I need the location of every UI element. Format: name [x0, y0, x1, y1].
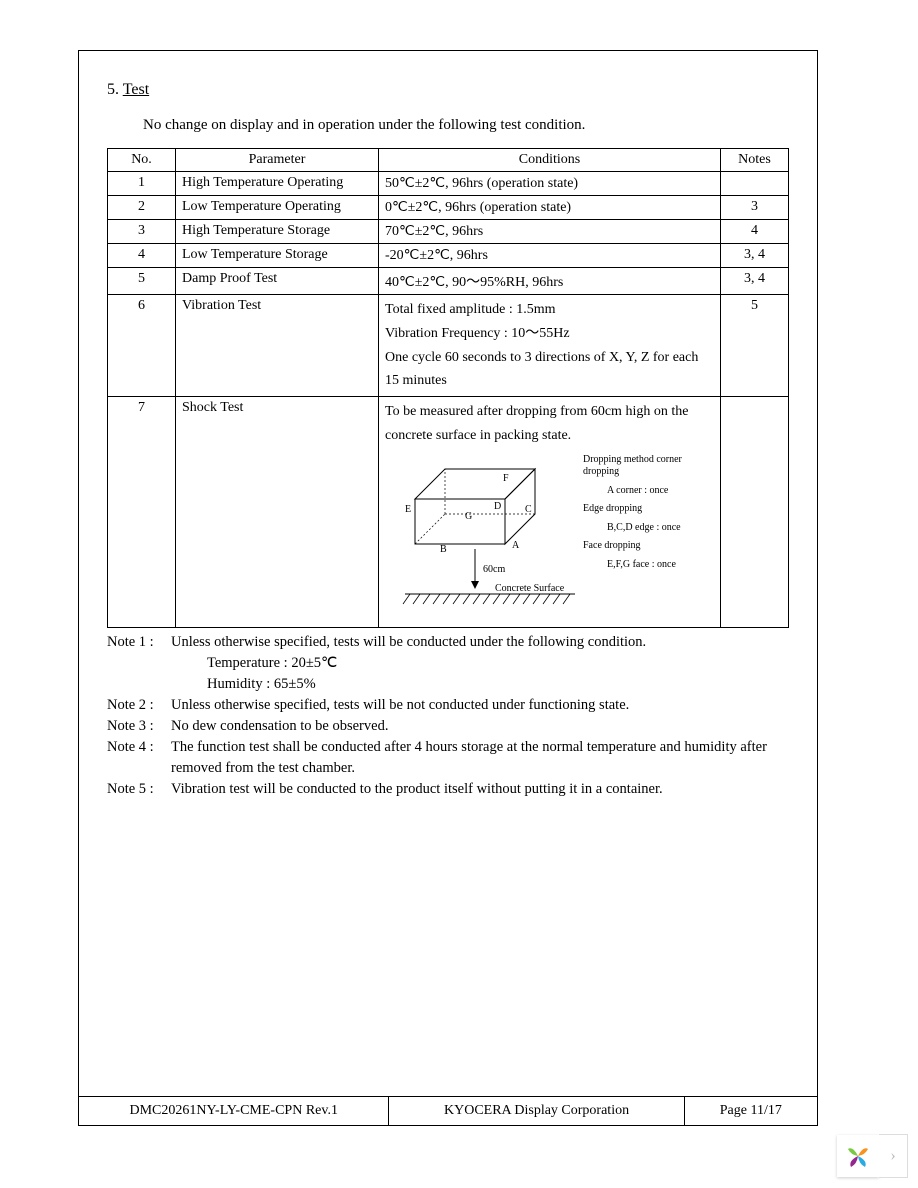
cell-no: 6: [108, 295, 176, 397]
note-1-temp: Temperature : 20±5℃: [207, 653, 789, 674]
viewer-next-button[interactable]: ›: [879, 1134, 908, 1178]
shock-diagram: A B C D E F G 60cm: [385, 454, 714, 624]
cell-notes: [721, 172, 789, 196]
note-2: Note 2 : Unless otherwise specified, tes…: [107, 695, 789, 716]
cell-no: 2: [108, 196, 176, 220]
note-2-text: Unless otherwise specified, tests will b…: [171, 695, 629, 716]
table-row: 1 High Temperature Operating 50℃±2℃, 96h…: [108, 172, 789, 196]
vib-line1: Total fixed amplitude : 1.5mm: [385, 298, 714, 322]
box-label-d: D: [494, 501, 501, 512]
note-4-label: Note 4 :: [107, 737, 171, 779]
drop-face-title: Face dropping: [583, 540, 714, 553]
section-heading: 5. Test: [107, 81, 789, 99]
section-title-text: Test: [123, 81, 149, 98]
footer-right: Page 11/17: [684, 1097, 817, 1126]
note-5-label: Note 5 :: [107, 779, 171, 800]
footer-center: KYOCERA Display Corporation: [389, 1097, 684, 1126]
test-conditions-table: No. Parameter Conditions Notes 1 High Te…: [107, 148, 789, 628]
cell-cond: 0℃±2℃, 96hrs (operation state): [379, 196, 721, 220]
cell-no: 3: [108, 220, 176, 244]
drop-method-title: Dropping method corner dropping: [583, 454, 714, 479]
table-row: 2 Low Temperature Operating 0℃±2℃, 96hrs…: [108, 196, 789, 220]
header-no: No.: [108, 149, 176, 172]
note-3: Note 3 : No dew condensation to be obser…: [107, 716, 789, 737]
cell-param: Vibration Test: [176, 295, 379, 397]
content-area: 5. Test No change on display and in oper…: [79, 51, 817, 800]
note-5: Note 5 : Vibration test will be conducte…: [107, 779, 789, 800]
section-number: 5.: [107, 81, 119, 98]
table-row: 4 Low Temperature Storage -20℃±2℃, 96hrs…: [108, 244, 789, 268]
cell-param: High Temperature Storage: [176, 220, 379, 244]
cell-no: 7: [108, 397, 176, 628]
diagram-side-text: Dropping method corner dropping A corner…: [583, 454, 714, 578]
cell-cond: Total fixed amplitude : 1.5mm Vibration …: [379, 295, 721, 397]
box-label-g: G: [465, 511, 472, 522]
table-row-vibration: 6 Vibration Test Total fixed amplitude :…: [108, 295, 789, 397]
cell-param: Damp Proof Test: [176, 268, 379, 295]
note-1-label: Note 1 :: [107, 632, 171, 653]
cell-cond: To be measured after dropping from 60cm …: [379, 397, 721, 628]
cell-no: 1: [108, 172, 176, 196]
note-1-text: Unless otherwise specified, tests will b…: [171, 632, 646, 653]
note-1: Note 1 : Unless otherwise specified, tes…: [107, 632, 789, 653]
cell-cond: -20℃±2℃, 96hrs: [379, 244, 721, 268]
drop-face: E,F,G face : once: [607, 559, 714, 572]
cell-cond: 50℃±2℃, 96hrs (operation state): [379, 172, 721, 196]
box-label-b: B: [440, 544, 447, 555]
footer-left: DMC20261NY-LY-CME-CPN Rev.1: [79, 1097, 389, 1126]
height-label: 60cm: [483, 564, 505, 575]
cell-notes: 4: [721, 220, 789, 244]
box-label-e: E: [405, 504, 411, 515]
footer-table: DMC20261NY-LY-CME-CPN Rev.1 KYOCERA Disp…: [79, 1096, 817, 1125]
header-conditions: Conditions: [379, 149, 721, 172]
cell-param: High Temperature Operating: [176, 172, 379, 196]
cell-no: 5: [108, 268, 176, 295]
cell-param: Shock Test: [176, 397, 379, 628]
note-4-text: The function test shall be conducted aft…: [171, 737, 789, 779]
cell-param: Low Temperature Operating: [176, 196, 379, 220]
table-row-shock: 7 Shock Test To be measured after droppi…: [108, 397, 789, 628]
cell-notes: 3, 4: [721, 268, 789, 295]
cell-notes: 5: [721, 295, 789, 397]
cell-notes: 3, 4: [721, 244, 789, 268]
cell-cond: 40℃±2℃, 90～95%RH, 96hrs: [379, 268, 721, 295]
drop-corner: A corner : once: [607, 485, 714, 498]
note-3-label: Note 3 :: [107, 716, 171, 737]
note-5-text: Vibration test will be conducted to the …: [171, 779, 663, 800]
cell-param: Low Temperature Storage: [176, 244, 379, 268]
header-notes: Notes: [721, 149, 789, 172]
cell-notes: 3: [721, 196, 789, 220]
note-1-hum: Humidity : 65±5%: [207, 674, 789, 695]
cell-notes: [721, 397, 789, 628]
note-3-text: No dew condensation to be observed.: [171, 716, 388, 737]
box-label-a: A: [512, 540, 520, 551]
header-parameter: Parameter: [176, 149, 379, 172]
cell-no: 4: [108, 244, 176, 268]
table-header-row: No. Parameter Conditions Notes: [108, 149, 789, 172]
note-2-label: Note 2 :: [107, 695, 171, 716]
box-label-c: C: [525, 504, 532, 515]
box-label-f: F: [503, 473, 509, 484]
note-4: Note 4 : The function test shall be cond…: [107, 737, 789, 779]
viewer-logo-icon[interactable]: [837, 1135, 879, 1177]
vib-line3: One cycle 60 seconds to 3 directions of …: [385, 346, 714, 394]
page-frame: 5. Test No change on display and in oper…: [78, 50, 818, 1126]
table-row: 5 Damp Proof Test 40℃±2℃, 90～95%RH, 96hr…: [108, 268, 789, 295]
shock-text: To be measured after dropping from 60cm …: [385, 400, 714, 448]
vib-line2: Vibration Frequency : 10～55Hz: [385, 322, 714, 346]
cell-cond: 70℃±2℃, 96hrs: [379, 220, 721, 244]
drop-edge: B,C,D edge : once: [607, 522, 714, 535]
viewer-badge: ›: [837, 1134, 908, 1178]
table-row: 3 High Temperature Storage 70℃±2℃, 96hrs…: [108, 220, 789, 244]
chevron-right-icon: ›: [890, 1147, 895, 1165]
notes-block: Note 1 : Unless otherwise specified, tes…: [107, 632, 789, 800]
drop-edge-title: Edge dropping: [583, 503, 714, 516]
surface-label: Concrete Surface: [495, 583, 565, 594]
intro-text: No change on display and in operation un…: [143, 117, 789, 134]
box-diagram-svg: A B C D E F G 60cm: [385, 454, 585, 624]
